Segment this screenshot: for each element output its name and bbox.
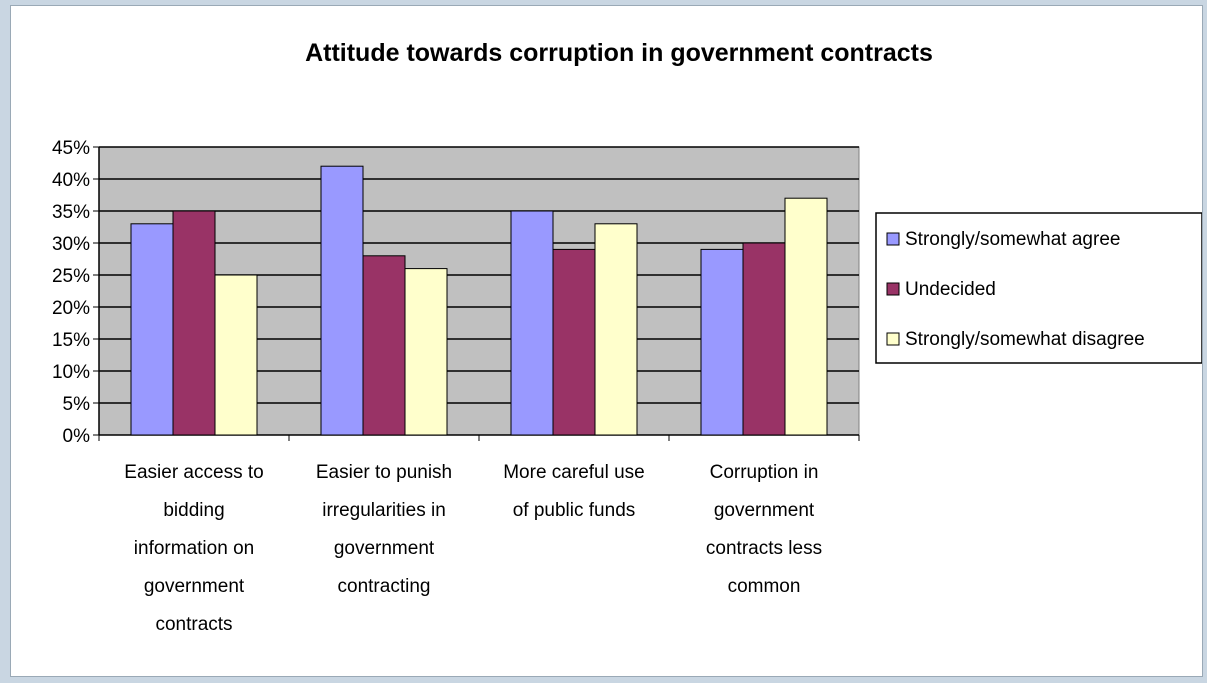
bar xyxy=(742,242,786,436)
bar xyxy=(362,255,406,436)
legend-swatch xyxy=(886,332,900,346)
legend: Strongly/somewhat agree Undecided Strongly… xyxy=(875,212,1202,364)
bar xyxy=(594,223,638,436)
y-tick-label: 45% xyxy=(52,138,90,159)
legend-label: Strongly/somewhat disagree xyxy=(905,329,1145,350)
legend-label: Strongly/somewhat agree xyxy=(905,229,1120,250)
bar xyxy=(552,248,596,436)
y-tick-label: 40% xyxy=(52,170,90,191)
bar xyxy=(320,165,364,436)
y-tick-label: 0% xyxy=(63,426,91,447)
bar xyxy=(510,210,554,436)
legend-swatch xyxy=(886,232,900,246)
y-tick-label: 30% xyxy=(52,234,90,255)
legend-label: Undecided xyxy=(905,279,996,300)
y-tick-label: 10% xyxy=(52,362,90,383)
y-tick-label: 20% xyxy=(52,298,90,319)
bar xyxy=(404,268,448,436)
x-category-label: Easier to punish irregularities in governm… xyxy=(316,462,452,597)
legend-box xyxy=(875,212,1202,364)
bar-chart: Attitude towards corruption in governmen… xyxy=(52,39,1202,635)
y-tick-label: 35% xyxy=(52,202,90,223)
chart-frame: Attitude towards corruption in governmen… xyxy=(10,5,1203,677)
plot-area: 0% 5% 10% 15% 20% 25% 30% 35% 40% 45% Easier acces… xyxy=(52,138,860,635)
bar xyxy=(700,248,744,436)
bar xyxy=(172,210,216,436)
bar xyxy=(784,197,828,436)
x-category-label: More careful use of public funds xyxy=(503,462,645,521)
bar xyxy=(130,223,174,436)
y-tick-label: 25% xyxy=(52,266,90,287)
bar xyxy=(214,274,258,436)
x-category-label: Corruption in government contracts less com… xyxy=(706,462,822,597)
chart-title: Attitude towards corruption in governmen… xyxy=(305,39,933,67)
legend-swatch xyxy=(886,282,900,296)
x-category-label: Easier access to bidding information on gov… xyxy=(124,462,263,635)
y-tick-label: 15% xyxy=(52,330,90,351)
y-tick-label: 5% xyxy=(63,394,91,415)
